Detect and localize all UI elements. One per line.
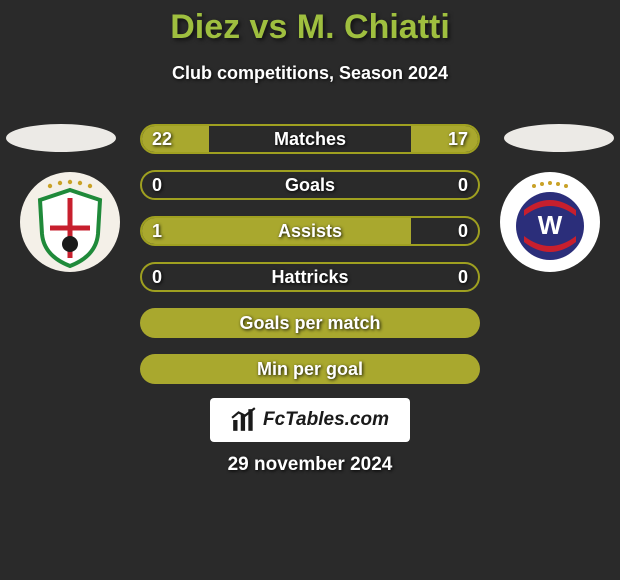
page-subtitle: Club competitions, Season 2024 bbox=[0, 63, 620, 84]
stat-row-min-per-goal: Min per goal bbox=[140, 354, 480, 384]
player-right-crest: W bbox=[500, 172, 600, 272]
player-left-crest bbox=[20, 172, 120, 272]
stat-value-right: 0 bbox=[418, 218, 468, 244]
page-title: Diez vs M. Chiatti bbox=[0, 0, 620, 47]
player-left-oval bbox=[6, 124, 116, 152]
ball-icon bbox=[62, 236, 78, 252]
player-right-oval bbox=[504, 124, 614, 152]
stat-row-matches: 22 Matches 17 bbox=[140, 124, 480, 154]
stat-row-hattricks: 0 Hattricks 0 bbox=[140, 262, 480, 292]
letter-w-icon: W bbox=[538, 210, 563, 240]
stat-row-goals: 0 Goals 0 bbox=[140, 170, 480, 200]
stat-value-right: 17 bbox=[418, 126, 468, 152]
stats-container: 22 Matches 17 0 Goals 0 1 Assists 0 0 Ha… bbox=[140, 124, 480, 400]
stat-value-right: 0 bbox=[418, 264, 468, 290]
chart-icon bbox=[231, 407, 257, 433]
stat-row-assists: 1 Assists 0 bbox=[140, 216, 480, 246]
branding-text: FcTables.com bbox=[263, 409, 389, 431]
date-label: 29 november 2024 bbox=[0, 454, 620, 476]
branding-badge[interactable]: FcTables.com bbox=[210, 398, 410, 442]
stat-value-right: 0 bbox=[418, 172, 468, 198]
stat-row-goals-per-match: Goals per match bbox=[140, 308, 480, 338]
